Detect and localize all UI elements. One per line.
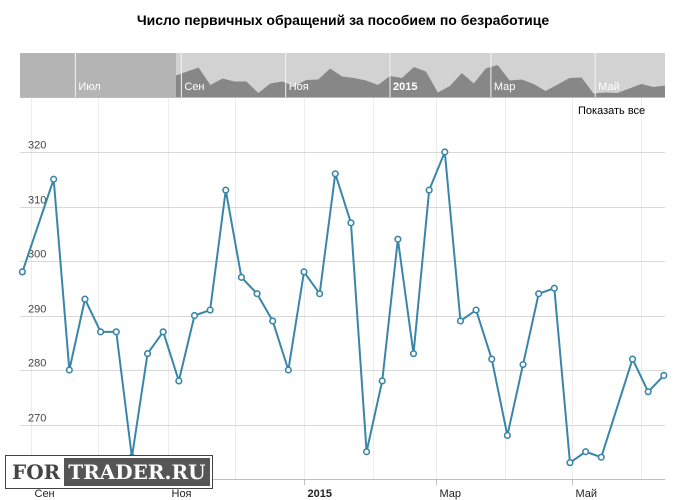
data-point[interactable] (175, 377, 183, 385)
data-point[interactable] (269, 317, 277, 325)
data-point[interactable] (237, 273, 246, 281)
y-tick-label: 300 (28, 249, 46, 261)
data-point[interactable] (159, 328, 167, 336)
data-point[interactable] (472, 306, 480, 314)
data-point[interactable] (190, 311, 199, 320)
navigator-mask[interactable] (20, 53, 176, 97)
data-point[interactable] (18, 268, 26, 276)
watermark-part2: TRADER.RU (64, 458, 210, 486)
data-point[interactable] (206, 306, 214, 314)
data-point[interactable] (425, 186, 433, 194)
show-all-button[interactable]: Показать все (578, 105, 646, 117)
navigator-label: Ноя (289, 81, 309, 93)
data-point[interactable] (597, 453, 605, 461)
data-point[interactable] (97, 328, 105, 336)
data-point[interactable] (456, 317, 465, 325)
x-tick-label: 2015 (308, 488, 332, 500)
data-point[interactable] (550, 284, 558, 292)
watermark-part1: FOR (12, 460, 61, 484)
navigator-label: Сен (184, 81, 204, 93)
x-tick-label: Май (576, 488, 598, 500)
data-point[interactable] (347, 219, 355, 227)
data-point[interactable] (112, 328, 120, 336)
data-point[interactable] (50, 175, 58, 183)
data-point[interactable] (331, 170, 339, 178)
x-tick-label: Сен (35, 488, 55, 500)
data-point[interactable] (628, 355, 637, 363)
data-point[interactable] (143, 350, 152, 358)
data-point[interactable] (644, 388, 652, 396)
data-point[interactable] (253, 290, 261, 298)
y-tick-label: 310 (28, 195, 46, 207)
data-point[interactable] (409, 350, 418, 358)
data-point[interactable] (284, 366, 292, 374)
data-point[interactable] (660, 371, 668, 380)
data-point[interactable] (362, 448, 371, 456)
y-tick-label: 280 (28, 358, 46, 370)
data-point[interactable] (81, 295, 89, 303)
navigator-label: Май (598, 81, 620, 93)
data-point[interactable] (441, 148, 449, 156)
data-point[interactable] (222, 186, 230, 194)
y-tick-label: 270 (28, 413, 46, 425)
y-tick-label: 320 (28, 140, 46, 152)
data-point[interactable] (394, 235, 402, 243)
x-tick-label: Мар (440, 488, 462, 500)
data-point[interactable] (566, 459, 574, 467)
data-point[interactable] (519, 360, 527, 369)
data-point[interactable] (300, 268, 308, 276)
data-point[interactable] (488, 355, 496, 363)
data-point[interactable] (535, 290, 543, 298)
data-point[interactable] (503, 431, 511, 440)
x-tick-label: Ноя (172, 488, 192, 500)
data-point[interactable] (316, 290, 324, 298)
navigator-label: 2015 (393, 81, 417, 93)
navigator-series (174, 65, 666, 97)
data-point[interactable] (582, 448, 590, 456)
chart-title: Число первичных обращений за пособием по… (136, 12, 550, 28)
watermark-logo: FOR TRADER.RU (5, 455, 213, 489)
y-tick-label: 290 (28, 304, 46, 316)
data-point[interactable] (65, 366, 73, 374)
navigator-label: Июл (78, 81, 100, 93)
navigator-label: Мар (494, 81, 516, 93)
data-point[interactable] (378, 377, 386, 385)
series-line (21, 151, 665, 464)
